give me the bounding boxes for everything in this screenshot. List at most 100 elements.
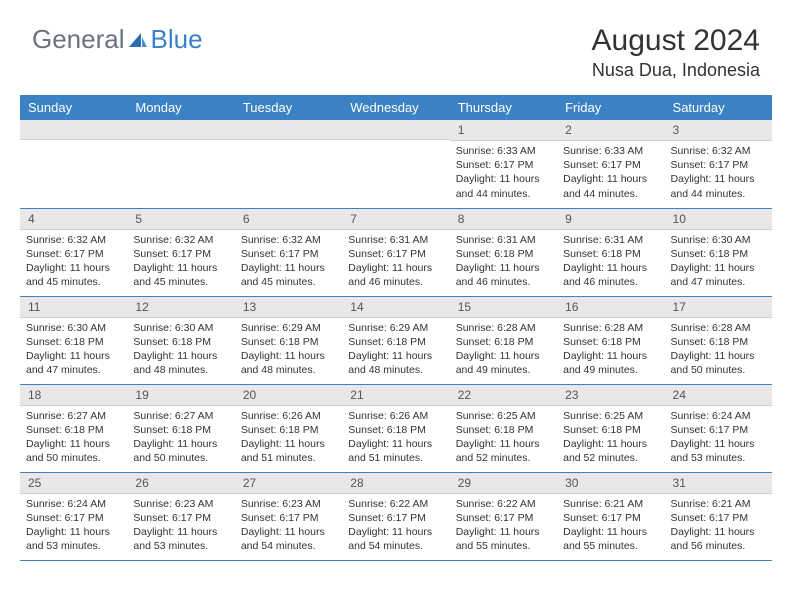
day-header: Monday	[127, 95, 234, 120]
calendar-week-row: 25Sunrise: 6:24 AMSunset: 6:17 PMDayligh…	[20, 472, 772, 560]
brand-logo: General Blue	[32, 24, 203, 55]
calendar-cell: 17Sunrise: 6:28 AMSunset: 6:18 PMDayligh…	[665, 296, 772, 384]
day-number: 27	[235, 473, 342, 494]
day-detail: Sunrise: 6:23 AMSunset: 6:17 PMDaylight:…	[127, 494, 234, 558]
day-header: Tuesday	[235, 95, 342, 120]
calendar-cell: 31Sunrise: 6:21 AMSunset: 6:17 PMDayligh…	[665, 472, 772, 560]
day-detail: Sunrise: 6:31 AMSunset: 6:18 PMDaylight:…	[450, 230, 557, 294]
calendar-cell: 2Sunrise: 6:33 AMSunset: 6:17 PMDaylight…	[557, 120, 664, 208]
day-number: 16	[557, 297, 664, 318]
day-number: 15	[450, 297, 557, 318]
day-detail: Sunrise: 6:32 AMSunset: 6:17 PMDaylight:…	[665, 141, 772, 205]
day-number: 3	[665, 120, 772, 141]
day-detail: Sunrise: 6:27 AMSunset: 6:18 PMDaylight:…	[20, 406, 127, 470]
day-detail: Sunrise: 6:29 AMSunset: 6:18 PMDaylight:…	[235, 318, 342, 382]
calendar-cell: 27Sunrise: 6:23 AMSunset: 6:17 PMDayligh…	[235, 472, 342, 560]
day-number: 2	[557, 120, 664, 141]
title-block: August 2024 Nusa Dua, Indonesia	[592, 24, 760, 81]
calendar-cell	[235, 120, 342, 208]
calendar-cell	[20, 120, 127, 208]
day-header: Sunday	[20, 95, 127, 120]
day-number: 9	[557, 209, 664, 230]
day-number: 31	[665, 473, 772, 494]
calendar-week-row: 18Sunrise: 6:27 AMSunset: 6:18 PMDayligh…	[20, 384, 772, 472]
calendar-week-row: 11Sunrise: 6:30 AMSunset: 6:18 PMDayligh…	[20, 296, 772, 384]
calendar-cell: 7Sunrise: 6:31 AMSunset: 6:17 PMDaylight…	[342, 208, 449, 296]
day-detail: Sunrise: 6:21 AMSunset: 6:17 PMDaylight:…	[557, 494, 664, 558]
day-detail: Sunrise: 6:28 AMSunset: 6:18 PMDaylight:…	[665, 318, 772, 382]
calendar-cell: 3Sunrise: 6:32 AMSunset: 6:17 PMDaylight…	[665, 120, 772, 208]
day-number: 22	[450, 385, 557, 406]
calendar-thead: SundayMondayTuesdayWednesdayThursdayFrid…	[20, 95, 772, 120]
calendar-cell: 22Sunrise: 6:25 AMSunset: 6:18 PMDayligh…	[450, 384, 557, 472]
calendar-cell: 19Sunrise: 6:27 AMSunset: 6:18 PMDayligh…	[127, 384, 234, 472]
empty-day-num	[127, 120, 234, 140]
calendar-cell: 4Sunrise: 6:32 AMSunset: 6:17 PMDaylight…	[20, 208, 127, 296]
calendar-cell: 21Sunrise: 6:26 AMSunset: 6:18 PMDayligh…	[342, 384, 449, 472]
day-number: 4	[20, 209, 127, 230]
calendar-cell: 9Sunrise: 6:31 AMSunset: 6:18 PMDaylight…	[557, 208, 664, 296]
day-detail: Sunrise: 6:33 AMSunset: 6:17 PMDaylight:…	[557, 141, 664, 205]
day-number: 6	[235, 209, 342, 230]
day-number: 1	[450, 120, 557, 141]
day-number: 12	[127, 297, 234, 318]
day-detail: Sunrise: 6:22 AMSunset: 6:17 PMDaylight:…	[342, 494, 449, 558]
day-number: 24	[665, 385, 772, 406]
day-header: Thursday	[450, 95, 557, 120]
calendar-cell: 24Sunrise: 6:24 AMSunset: 6:17 PMDayligh…	[665, 384, 772, 472]
calendar-cell: 23Sunrise: 6:25 AMSunset: 6:18 PMDayligh…	[557, 384, 664, 472]
day-number: 30	[557, 473, 664, 494]
calendar-cell: 28Sunrise: 6:22 AMSunset: 6:17 PMDayligh…	[342, 472, 449, 560]
calendar-cell: 20Sunrise: 6:26 AMSunset: 6:18 PMDayligh…	[235, 384, 342, 472]
day-detail: Sunrise: 6:21 AMSunset: 6:17 PMDaylight:…	[665, 494, 772, 558]
day-detail: Sunrise: 6:31 AMSunset: 6:17 PMDaylight:…	[342, 230, 449, 294]
day-number: 7	[342, 209, 449, 230]
calendar-cell: 25Sunrise: 6:24 AMSunset: 6:17 PMDayligh…	[20, 472, 127, 560]
day-number: 25	[20, 473, 127, 494]
day-detail: Sunrise: 6:27 AMSunset: 6:18 PMDaylight:…	[127, 406, 234, 470]
day-number: 28	[342, 473, 449, 494]
calendar-body: 1Sunrise: 6:33 AMSunset: 6:17 PMDaylight…	[20, 120, 772, 560]
calendar-cell: 11Sunrise: 6:30 AMSunset: 6:18 PMDayligh…	[20, 296, 127, 384]
day-number: 13	[235, 297, 342, 318]
brand-text-1: General	[32, 24, 125, 55]
day-detail: Sunrise: 6:30 AMSunset: 6:18 PMDaylight:…	[127, 318, 234, 382]
day-number: 10	[665, 209, 772, 230]
day-detail: Sunrise: 6:33 AMSunset: 6:17 PMDaylight:…	[450, 141, 557, 205]
day-number: 26	[127, 473, 234, 494]
day-detail: Sunrise: 6:30 AMSunset: 6:18 PMDaylight:…	[20, 318, 127, 382]
page-header: General Blue August 2024 Nusa Dua, Indon…	[0, 0, 792, 89]
calendar-cell: 6Sunrise: 6:32 AMSunset: 6:17 PMDaylight…	[235, 208, 342, 296]
day-header: Wednesday	[342, 95, 449, 120]
calendar-cell	[342, 120, 449, 208]
calendar-week-row: 4 Sunrise: 6:32 AMSunset: 6:17 PMDaylight…	[20, 208, 772, 296]
day-detail: Sunrise: 6:30 AMSunset: 6:18 PMDaylight:…	[665, 230, 772, 294]
day-detail: Sunrise: 6:24 AMSunset: 6:17 PMDaylight:…	[665, 406, 772, 470]
calendar-cell: 13Sunrise: 6:29 AMSunset: 6:18 PMDayligh…	[235, 296, 342, 384]
calendar-cell: 8Sunrise: 6:31 AMSunset: 6:18 PMDaylight…	[450, 208, 557, 296]
day-detail: Sunrise: 6:32 AMSunset: 6:17 PMDaylight:…	[235, 230, 342, 294]
location-text: Nusa Dua, Indonesia	[592, 60, 760, 81]
day-detail: Sunrise: 6:28 AMSunset: 6:18 PMDaylight:…	[450, 318, 557, 382]
day-detail: Sunrise: 6:25 AMSunset: 6:18 PMDaylight:…	[557, 406, 664, 470]
day-number: 19	[127, 385, 234, 406]
day-number: 14	[342, 297, 449, 318]
day-detail: Sunrise: 6:26 AMSunset: 6:18 PMDaylight:…	[342, 406, 449, 470]
day-detail: Sunrise: 6:25 AMSunset: 6:18 PMDaylight:…	[450, 406, 557, 470]
day-number: 20	[235, 385, 342, 406]
calendar-cell: 14Sunrise: 6:29 AMSunset: 6:18 PMDayligh…	[342, 296, 449, 384]
calendar-cell: 30Sunrise: 6:21 AMSunset: 6:17 PMDayligh…	[557, 472, 664, 560]
day-detail: Sunrise: 6:22 AMSunset: 6:17 PMDaylight:…	[450, 494, 557, 558]
calendar-cell: 12Sunrise: 6:30 AMSunset: 6:18 PMDayligh…	[127, 296, 234, 384]
day-detail: Sunrise: 6:24 AMSunset: 6:17 PMDaylight:…	[20, 494, 127, 558]
day-detail: Sunrise: 6:26 AMSunset: 6:18 PMDaylight:…	[235, 406, 342, 470]
day-header-row: SundayMondayTuesdayWednesdayThursdayFrid…	[20, 95, 772, 120]
calendar-cell: 26Sunrise: 6:23 AMSunset: 6:17 PMDayligh…	[127, 472, 234, 560]
day-detail: Sunrise: 6:23 AMSunset: 6:17 PMDaylight:…	[235, 494, 342, 558]
empty-day-num	[342, 120, 449, 140]
day-number: 29	[450, 473, 557, 494]
day-number: 18	[20, 385, 127, 406]
day-number: 5	[127, 209, 234, 230]
calendar-cell: 15Sunrise: 6:28 AMSunset: 6:18 PMDayligh…	[450, 296, 557, 384]
calendar-cell: 18Sunrise: 6:27 AMSunset: 6:18 PMDayligh…	[20, 384, 127, 472]
